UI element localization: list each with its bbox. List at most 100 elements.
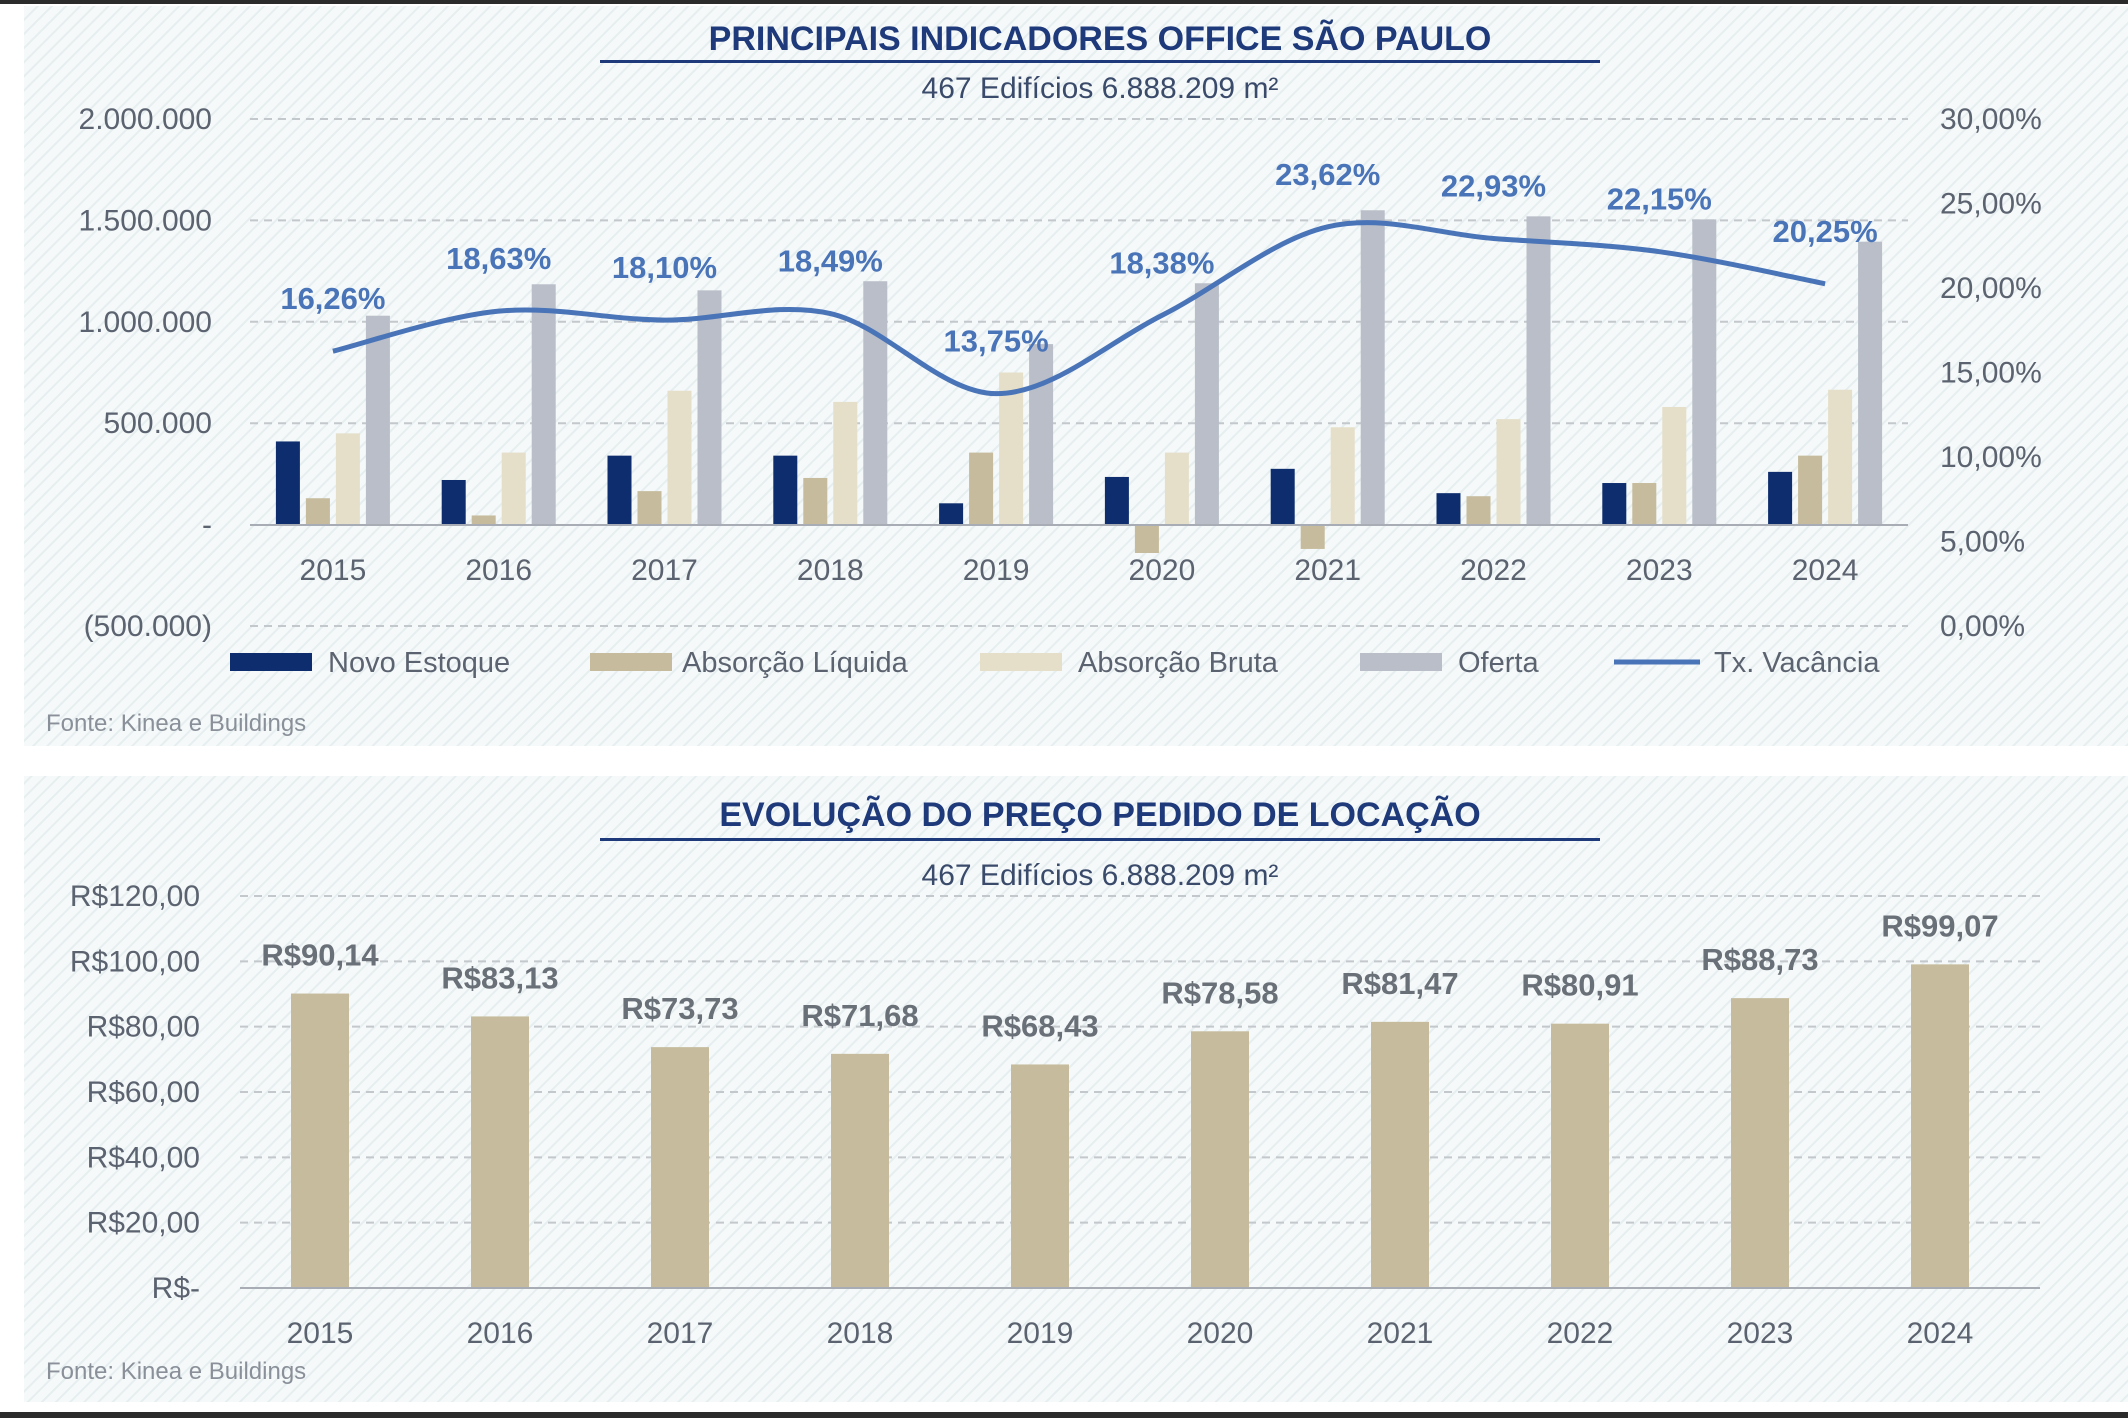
bar-absor-o-bruta-2018: [833, 401, 858, 525]
x-tick-label: 2017: [631, 554, 698, 587]
title-underline: [600, 60, 1600, 63]
x-tick-label: 2016: [467, 1317, 534, 1350]
y-axis-right: 30,00% 25,00% 20,00% 15,00% 10,00% 5,00% 0,00%: [1940, 103, 2042, 643]
bar-absor-o-bruta-2021: [1330, 427, 1355, 525]
y-tick-label: 1.000.000: [79, 306, 212, 339]
price-label-2023: R$88,73: [1701, 942, 1818, 977]
x-tick-label: 2018: [827, 1317, 894, 1350]
x-tick-label: 2024: [1792, 554, 1859, 587]
legend-label: Tx. Vacância: [1714, 647, 1880, 679]
y-tick-label: R$80,00: [87, 1011, 200, 1044]
bar-oferta-2022: [1526, 216, 1551, 525]
bar-absor-o-l-quida-2020: [1134, 524, 1159, 553]
vacancy-label-2021: 23,62%: [1275, 157, 1380, 192]
bar-oferta-2016: [531, 284, 556, 525]
bar-price-2024: [1911, 964, 1969, 1288]
legend-swatch: [1360, 653, 1442, 671]
bar-absor-o-l-quida-2018: [803, 477, 828, 525]
price-label-2016: R$83,13: [441, 960, 558, 995]
chart-title: EVOLUÇÃO DO PREÇO PEDIDO DE LOCAÇÃO: [719, 796, 1480, 834]
vacancy-label-2017: 18,10%: [612, 250, 717, 285]
price-label-2020: R$78,58: [1161, 975, 1278, 1010]
y-tick-label: R$-: [152, 1272, 200, 1305]
chart-subtitle: 467 Edifícios 6.888.209 m²: [922, 859, 1279, 892]
bar-novo-estoque-2018: [773, 455, 798, 525]
price-label-2019: R$68,43: [981, 1008, 1098, 1043]
y2-tick-label: 30,00%: [1940, 103, 2042, 136]
vacancy-label-2023: 22,15%: [1607, 182, 1712, 217]
x-axis: 2015 2016 2017 2018 2019 2020 2021 2022 2023 2024: [300, 554, 1859, 587]
bar-absor-o-bruta-2023: [1662, 406, 1687, 525]
bar-price-2018: [831, 1053, 889, 1288]
x-tick-label: 2021: [1294, 554, 1361, 587]
bar-price-2021: [1371, 1021, 1429, 1288]
bar-series: [291, 964, 1969, 1288]
title-underline: [600, 838, 1600, 841]
legend-item-tx-vacancia: Tx. Vacância: [1614, 647, 1880, 679]
x-tick-label: 2022: [1547, 1317, 1614, 1350]
bar-novo-estoque-2019: [939, 503, 964, 525]
x-tick-label: 2020: [1129, 554, 1196, 587]
price-label-2017: R$73,73: [621, 991, 738, 1026]
y2-tick-label: 5,00%: [1940, 526, 2025, 559]
bar-absor-o-l-quida-2021: [1300, 524, 1325, 549]
vacancy-line: [332, 220, 1826, 397]
y-tick-label: 500.000: [104, 407, 212, 440]
y2-tick-label: 15,00%: [1940, 357, 2042, 390]
bar-series: [275, 210, 1883, 553]
legend-swatch: [590, 653, 672, 671]
vacancy-label-2022: 22,93%: [1441, 168, 1546, 203]
bar-price-2023: [1731, 998, 1789, 1288]
bar-price-2019: [1011, 1064, 1069, 1288]
bottom-border: [0, 1412, 2128, 1418]
vacancy-label-2020: 18,38%: [1109, 245, 1214, 280]
top-border: [0, 0, 2128, 4]
bar-price-2022: [1551, 1023, 1609, 1288]
y-tick-label: 2.000.000: [79, 103, 212, 136]
vacancy-label-2015: 16,26%: [280, 281, 385, 316]
price-label-2018: R$71,68: [801, 998, 918, 1033]
y-tick-label: 1.500.000: [79, 204, 212, 237]
x-tick-label: 2021: [1367, 1317, 1434, 1350]
legend: Novo Estoque Absorção Líquida Absorção B…: [230, 647, 1880, 679]
bar-absor-o-bruta-2017: [667, 390, 692, 525]
legend-label: Absorção Bruta: [1078, 647, 1279, 679]
gridlines: [250, 118, 1908, 627]
bar-oferta-2023: [1692, 219, 1717, 525]
legend-swatch: [230, 653, 312, 671]
bar-absor-o-l-quida-2019: [969, 452, 994, 525]
bar-oferta-2020: [1194, 283, 1219, 525]
bar-novo-estoque-2021: [1270, 468, 1295, 525]
x-tick-label: 2024: [1907, 1317, 1974, 1350]
y-axis-left: R$120,00 R$100,00 R$80,00 R$60,00 R$40,00 R$2…: [70, 880, 200, 1305]
chart-subtitle: 467 Edifícios 6.888.209 m²: [922, 72, 1279, 105]
vacancy-labels: 16,26% 18,63% 18,10% 18,49% 13,75% 18,38% 23,6…: [280, 157, 1877, 359]
bar-novo-estoque-2015: [275, 441, 300, 525]
y-tick-label: -: [202, 509, 212, 542]
bar-novo-estoque-2024: [1768, 471, 1793, 525]
bar-absor-o-l-quida-2015: [305, 498, 330, 525]
x-tick-label: 2015: [300, 554, 367, 587]
legend-item-absorcao-bruta: Absorção Bruta: [980, 647, 1279, 679]
bar-novo-estoque-2022: [1436, 493, 1461, 525]
bar-oferta-2018: [863, 281, 888, 525]
bar-absor-o-bruta-2020: [1164, 452, 1189, 525]
bar-price-2017: [651, 1047, 709, 1288]
price-label-2022: R$80,91: [1521, 968, 1638, 1003]
bar-absor-o-l-quida-2024: [1798, 455, 1823, 525]
bar-absor-o-bruta-2015: [335, 433, 360, 525]
x-tick-label: 2022: [1460, 554, 1527, 587]
legend-item-absorcao-liquida: Absorção Líquida: [590, 647, 909, 679]
bar-novo-estoque-2016: [441, 479, 466, 525]
panel-background: [24, 6, 2128, 746]
vacancy-label-2016: 18,63%: [446, 241, 551, 276]
y-axis-left: 2.000.000 1.500.000 1.000.000 500.000 - (500.…: [79, 103, 212, 643]
y-tick-label: R$120,00: [70, 880, 200, 913]
chart-title: PRINCIPAIS INDICADORES OFFICE SÃO PAULO: [709, 20, 1492, 58]
vacancy-label-2019: 13,75%: [944, 324, 1049, 359]
y-tick-label: R$20,00: [87, 1207, 200, 1240]
source-note: Fonte: Kinea e Buildings: [46, 1358, 306, 1385]
x-axis: 2015 2016 2017 2018 2019 2020 2021 2022 2023 2024: [287, 1317, 1974, 1350]
bar-absor-o-bruta-2019: [999, 372, 1024, 525]
vacancy-label-2018: 18,49%: [778, 244, 883, 279]
